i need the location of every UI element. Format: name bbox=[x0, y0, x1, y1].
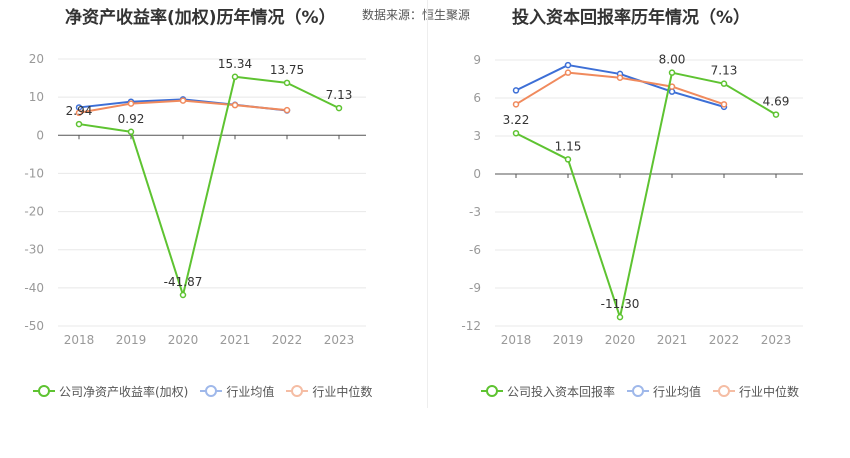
roe-data-point bbox=[231, 101, 239, 109]
roic-data-label: 1.15 bbox=[555, 139, 582, 153]
roic-x-tick-label: 2021 bbox=[657, 333, 688, 347]
roic-series-line-0 bbox=[515, 71, 777, 319]
roic-data-label: 4.69 bbox=[763, 95, 790, 109]
roe-x-tick-label: 2021 bbox=[220, 333, 251, 347]
roe-data-point bbox=[75, 109, 83, 117]
roic-y-tick-label: 3 bbox=[473, 129, 481, 143]
roe-data-point bbox=[127, 128, 135, 136]
roe-data-label: 15.34 bbox=[218, 57, 252, 71]
roe-y-tick-label: 0 bbox=[36, 128, 44, 142]
roe-data-point bbox=[127, 100, 135, 107]
roe-data-point bbox=[179, 291, 187, 299]
legend-company-roe[interactable]: 公司净资产收益率(加权) bbox=[33, 383, 188, 400]
roe-y-tick-label: -30 bbox=[24, 243, 44, 257]
roe-data-point bbox=[335, 104, 343, 112]
roic-data-point bbox=[564, 61, 572, 69]
roic-y-tick-label: -12 bbox=[461, 319, 481, 333]
roe-data-label: 2.94 bbox=[66, 104, 93, 118]
legend-marker-icon bbox=[627, 384, 650, 398]
legend-label: 公司投入资本回报率 bbox=[507, 384, 616, 399]
roic-data-label: 8.00 bbox=[659, 53, 686, 67]
roic-y-tick-label: 0 bbox=[473, 167, 481, 181]
legend-marker-icon bbox=[200, 384, 223, 398]
roic-data-point bbox=[512, 129, 520, 137]
roe-data-point bbox=[283, 106, 291, 114]
legend-marker-icon bbox=[33, 384, 55, 398]
legend-company-roic[interactable]: 公司投入资本回报率 bbox=[481, 383, 615, 400]
roic-line-chart: 9 6 3 0 -3 -6 -9 -12 2018 2019 2020 2021 2022 2023 3.2… bbox=[461, 53, 803, 347]
roe-x-tick-label: 2019 bbox=[116, 333, 147, 347]
roe-y-tick-label: -50 bbox=[24, 319, 44, 333]
roe-x-tick-label: 2022 bbox=[272, 333, 303, 347]
roic-data-label: 7.13 bbox=[711, 64, 738, 78]
roe-data-point bbox=[179, 97, 187, 104]
roic-x-tick-label: 2019 bbox=[553, 333, 584, 347]
legend-marker-icon bbox=[713, 384, 736, 398]
roic-data-point bbox=[512, 87, 520, 94]
roic-data-point bbox=[512, 101, 520, 108]
legend-label: 行业均值 bbox=[226, 384, 275, 399]
legend-industry-median[interactable]: 行业中位数 bbox=[286, 383, 372, 400]
legend-industry-median[interactable]: 行业中位数 bbox=[713, 383, 799, 400]
roic-y-tick-label: 9 bbox=[473, 53, 481, 67]
right-legend: 公司投入资本回报率 行业均值 行业中位数 bbox=[481, 382, 811, 400]
legend-label: 行业中位数 bbox=[312, 384, 373, 399]
roic-data-label: -11.30 bbox=[601, 297, 640, 311]
data-source: 数据来源：恒生聚源 bbox=[362, 8, 471, 22]
roe-x-tick-label: 2018 bbox=[64, 333, 95, 347]
roe-y-tick-label: -40 bbox=[24, 281, 44, 295]
roic-y-tick-label: -3 bbox=[469, 205, 481, 219]
right-chart-title: 投入资本回报率历年情况（%） bbox=[512, 8, 751, 28]
panel-divider bbox=[427, 0, 428, 408]
roic-y-tick-label: -6 bbox=[469, 243, 481, 257]
roe-data-point bbox=[283, 79, 291, 87]
left-chart-title: 净资产收益率(加权)历年情况（%） bbox=[65, 8, 336, 28]
roic-y-tick-label: 6 bbox=[473, 91, 481, 105]
roic-data-point bbox=[720, 80, 728, 87]
roe-y-tick-label: 20 bbox=[29, 52, 44, 66]
roe-y-tick-label: 10 bbox=[29, 90, 44, 104]
roic-x-tick-label: 2018 bbox=[501, 333, 532, 347]
roe-line-chart: 20 10 0 -10 -20 -30 -40 -50 2018 2019 2020 2021 2022… bbox=[24, 52, 366, 347]
roe-data-label: 7.13 bbox=[326, 88, 353, 102]
roic-data-point bbox=[668, 88, 676, 95]
legend-industry-average[interactable]: 行业均值 bbox=[200, 383, 274, 400]
legend-marker-icon bbox=[286, 384, 309, 398]
roic-data-point bbox=[564, 156, 572, 163]
roic-data-point bbox=[616, 313, 624, 321]
legend-label: 行业均值 bbox=[653, 384, 702, 399]
legend-label: 公司净资产收益率(加权) bbox=[59, 384, 189, 399]
roe-y-tick-label: -20 bbox=[24, 205, 44, 219]
legend-label: 行业中位数 bbox=[739, 384, 800, 399]
roic-data-point bbox=[616, 74, 624, 81]
roic-data-point bbox=[564, 69, 572, 76]
roic-x-tick-label: 2020 bbox=[605, 333, 636, 347]
roic-x-tick-label: 2022 bbox=[709, 333, 740, 347]
roe-x-tick-label: 2020 bbox=[168, 333, 199, 347]
roic-data-point bbox=[720, 101, 728, 108]
roic-data-label: 3.22 bbox=[503, 113, 530, 127]
roic-x-tick-label: 2023 bbox=[761, 333, 792, 347]
roe-data-label: 0.92 bbox=[118, 112, 145, 126]
legend-marker-icon bbox=[481, 384, 503, 398]
left-legend: 公司净资产收益率(加权) 行业均值 行业中位数 bbox=[33, 382, 384, 400]
roe-data-label: -41.87 bbox=[164, 275, 203, 289]
roic-data-point bbox=[668, 69, 676, 76]
roe-series-line-0 bbox=[78, 75, 340, 296]
roe-data-label: 13.75 bbox=[270, 63, 304, 77]
roe-x-tick-label: 2023 bbox=[324, 333, 355, 347]
roic-data-point bbox=[772, 111, 780, 118]
roic-y-tick-label: -9 bbox=[469, 281, 481, 295]
roe-data-point bbox=[231, 73, 239, 81]
legend-industry-average[interactable]: 行业均值 bbox=[627, 383, 701, 400]
roe-data-point bbox=[75, 120, 83, 128]
roe-y-tick-label: -10 bbox=[24, 166, 44, 180]
